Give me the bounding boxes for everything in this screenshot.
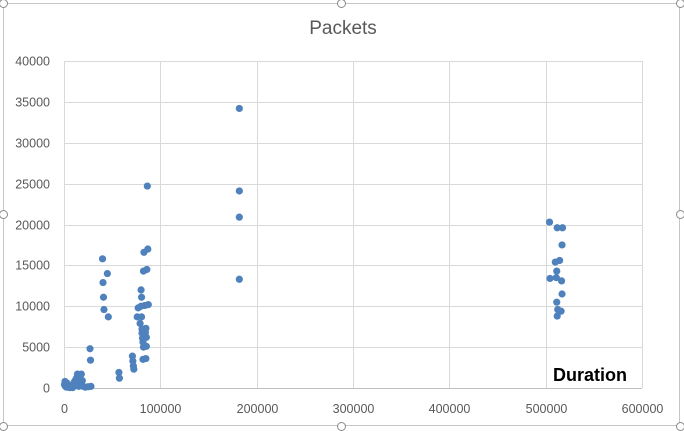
x-tick-label: 300000 (333, 402, 375, 416)
x-tick-label: 500000 (526, 402, 568, 416)
y-tick-label: 40000 (15, 55, 50, 69)
y-tick-label: 35000 (15, 96, 50, 110)
duration-annotation: Duration (553, 365, 627, 385)
data-point (115, 368, 123, 377)
x-tick-label: 600000 (622, 402, 664, 416)
y-tick-label: 30000 (15, 137, 50, 151)
data-point (558, 224, 567, 232)
data-point (553, 298, 561, 306)
data-point (142, 354, 150, 363)
data-point (115, 374, 123, 382)
data-point (558, 241, 566, 249)
x-tick-label: 100000 (140, 402, 182, 416)
data-point (235, 213, 243, 221)
data-point (545, 218, 554, 226)
x-tick-label: 0 (61, 402, 68, 416)
data-point (553, 312, 561, 320)
data-point (235, 104, 243, 113)
data-point (86, 345, 94, 353)
data-point (104, 313, 112, 321)
data-point (99, 293, 108, 301)
tick-labels: 0 5000 10000 15000 20000 25000 30000 35000 40000… (15, 55, 663, 417)
data-point (558, 290, 566, 298)
y-tick-label: 5000 (22, 341, 50, 355)
resize-handle-top-right[interactable] (676, 0, 684, 8)
data-point (136, 319, 144, 328)
data-point (557, 307, 565, 315)
data-point (235, 275, 243, 283)
resize-handle-middle-right[interactable] (676, 210, 684, 219)
resize-handle-top-left[interactable] (0, 0, 8, 8)
data-point (137, 286, 145, 294)
data-point (142, 342, 150, 350)
x-tick-label: 400000 (429, 402, 471, 416)
y-tick-label: 0 (43, 382, 50, 396)
y-tick-label: 20000 (15, 219, 50, 233)
data-point (86, 356, 95, 364)
gridlines (64, 61, 643, 388)
data-point (144, 301, 152, 309)
data-point (87, 382, 95, 390)
data-point (144, 245, 152, 253)
resize-handle-top-middle[interactable] (337, 0, 346, 8)
data-point (143, 182, 151, 190)
data-point (553, 267, 561, 275)
data-point (552, 274, 560, 282)
data-point (98, 255, 107, 263)
data-point (137, 293, 146, 301)
data-point (142, 324, 150, 332)
data-point (235, 187, 243, 195)
data-point (78, 377, 86, 385)
y-tick-label: 10000 (15, 300, 50, 314)
y-tick-label: 15000 (15, 259, 50, 273)
data-point (100, 305, 108, 314)
data-point (553, 224, 561, 232)
x-tick-label: 200000 (237, 402, 279, 416)
chart-title: Packets (309, 18, 377, 39)
data-point (99, 278, 107, 287)
data-point (557, 277, 566, 285)
data-point (143, 265, 151, 274)
resize-handle-middle-left[interactable] (0, 210, 8, 219)
data-point (556, 256, 564, 265)
data-point (142, 333, 150, 341)
y-tick-label: 25000 (15, 178, 50, 192)
data-point (130, 365, 138, 373)
axes (64, 61, 642, 389)
data-points (60, 104, 567, 392)
data-point (77, 370, 85, 378)
data-point (137, 313, 146, 321)
data-point (546, 274, 554, 283)
data-point (103, 269, 111, 278)
